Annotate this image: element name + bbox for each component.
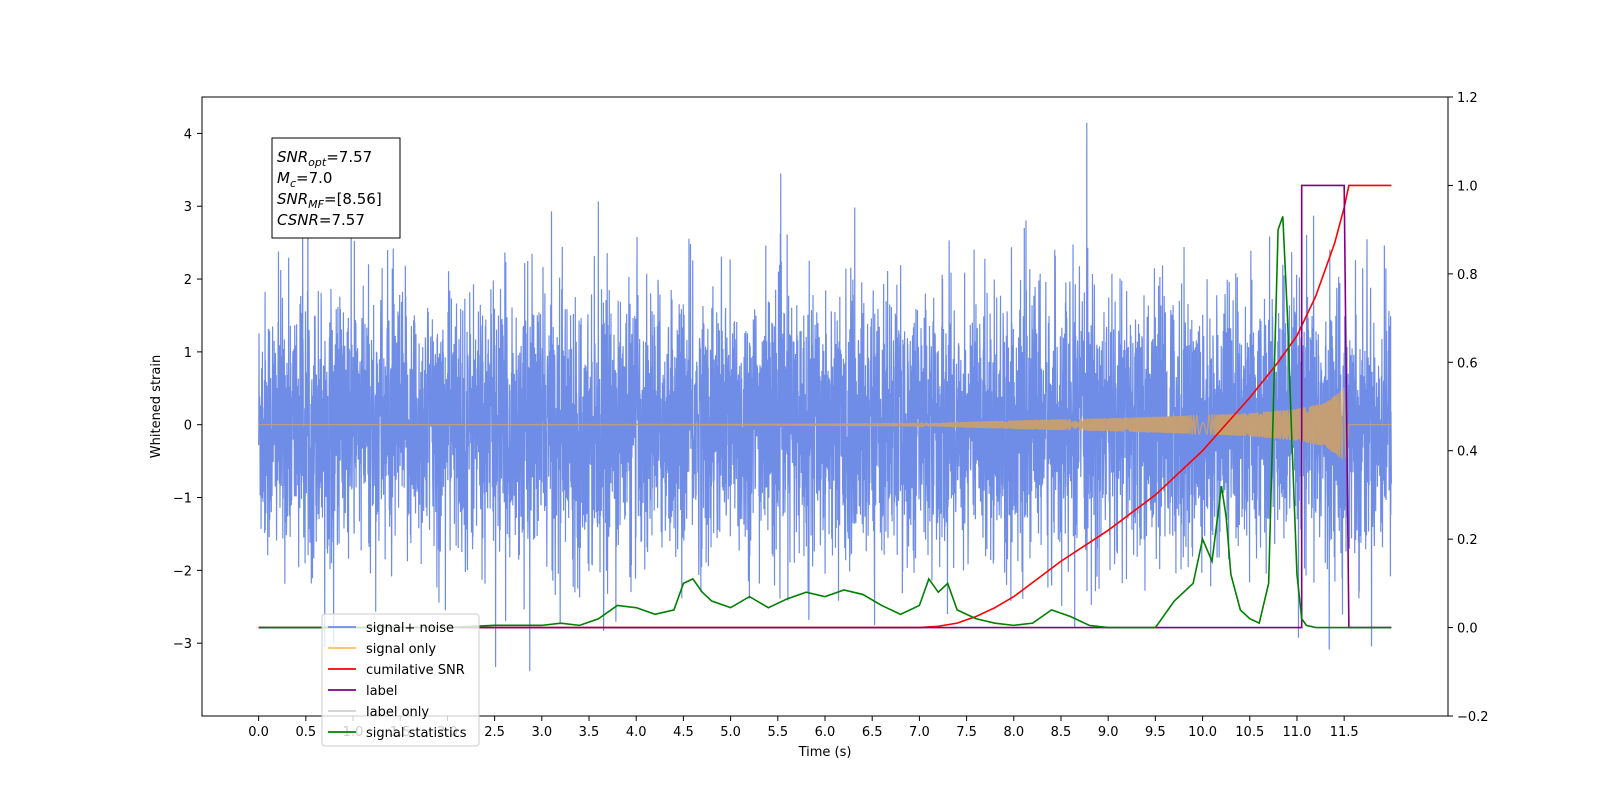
x-tick-label: 11.5 bbox=[1330, 725, 1359, 740]
x-tick-label: 10.0 bbox=[1188, 725, 1217, 740]
legend-label: signal only bbox=[366, 642, 436, 657]
y-tick-label: 4 bbox=[184, 127, 192, 142]
y-tick-label: 0 bbox=[184, 419, 192, 434]
x-tick-label: 7.0 bbox=[909, 725, 930, 740]
x-tick-label: 6.5 bbox=[862, 725, 883, 740]
x-tick-label: 5.0 bbox=[720, 725, 741, 740]
x-tick-label: 11.0 bbox=[1282, 725, 1311, 740]
x-tick-label: 8.5 bbox=[1051, 725, 1072, 740]
legend-frame bbox=[321, 613, 480, 747]
y-axis-label: Whitened strain bbox=[149, 355, 164, 458]
y2-tick-label: 0.4 bbox=[1457, 445, 1478, 460]
x-axis: 0.00.51.01.52.02.53.03.54.04.55.05.56.06… bbox=[248, 716, 1359, 740]
x-tick-label: 4.5 bbox=[673, 725, 694, 740]
annotation-frame bbox=[271, 137, 401, 239]
x-tick-label: 3.5 bbox=[579, 725, 600, 740]
series-cumilative-snr bbox=[258, 184, 1392, 629]
y2-tick-label: 0.2 bbox=[1457, 533, 1478, 548]
x-tick-label: 2.5 bbox=[484, 725, 505, 740]
annotation-line: SNRopt=7.57 bbox=[277, 148, 372, 169]
x-tick-label: 7.5 bbox=[956, 725, 977, 740]
y2-tick-label: 1.0 bbox=[1457, 179, 1478, 194]
y2-tick-label: −0.2 bbox=[1457, 710, 1489, 725]
legend-label: label only bbox=[366, 705, 429, 720]
legend-label: label bbox=[366, 684, 397, 699]
x-tick-label: 9.0 bbox=[1098, 725, 1119, 740]
x-tick-label: 5.5 bbox=[767, 725, 788, 740]
y-tick-label: 3 bbox=[184, 200, 192, 215]
x-tick-label: 3.0 bbox=[531, 725, 552, 740]
y-tick-label: −2 bbox=[173, 564, 192, 579]
x-tick-label: 10.5 bbox=[1235, 725, 1264, 740]
y-axis-right: −0.2 0.0 0.2 0.4 0.6 0.8 1.0 1.2 bbox=[1448, 91, 1489, 725]
x-tick-label: 8.0 bbox=[1003, 725, 1024, 740]
x-tick-label: 6.0 bbox=[815, 725, 836, 740]
x-tick-label: 9.5 bbox=[1145, 725, 1166, 740]
plot-area bbox=[258, 122, 1392, 672]
y-axis-left: −3 −2 −1 0 1 2 3 4 bbox=[173, 127, 202, 652]
y2-tick-label: 0.0 bbox=[1457, 622, 1478, 637]
y2-tick-label: 0.8 bbox=[1457, 268, 1478, 283]
y-tick-label: 2 bbox=[184, 273, 192, 288]
x-tick-label: 0.0 bbox=[248, 725, 269, 740]
x-axis-label: Time (s) bbox=[798, 745, 852, 760]
legend-label: signal+ noise bbox=[366, 621, 454, 636]
legend-label: cumilative SNR bbox=[366, 663, 465, 678]
x-tick-label: 0.5 bbox=[295, 725, 316, 740]
y-tick-label: 1 bbox=[184, 346, 192, 361]
x-tick-label: 4.0 bbox=[626, 725, 647, 740]
annotation-line: CSNR=7.57 bbox=[277, 211, 365, 229]
y2-tick-label: 0.6 bbox=[1457, 356, 1478, 371]
annotation-line: SNRMF=[8.56] bbox=[277, 190, 382, 211]
y-tick-label: −1 bbox=[173, 492, 192, 507]
series-signal-only bbox=[258, 387, 1392, 460]
series-signal-statistics bbox=[258, 216, 1392, 629]
annotation-line: Mc=7.0 bbox=[277, 169, 332, 190]
legend-label: signal statistics bbox=[366, 726, 467, 741]
y2-tick-label: 1.2 bbox=[1457, 91, 1478, 106]
y-tick-label: −3 bbox=[173, 637, 192, 652]
legend: signal+ noise signal only cumilative SNR la… bbox=[321, 613, 480, 747]
